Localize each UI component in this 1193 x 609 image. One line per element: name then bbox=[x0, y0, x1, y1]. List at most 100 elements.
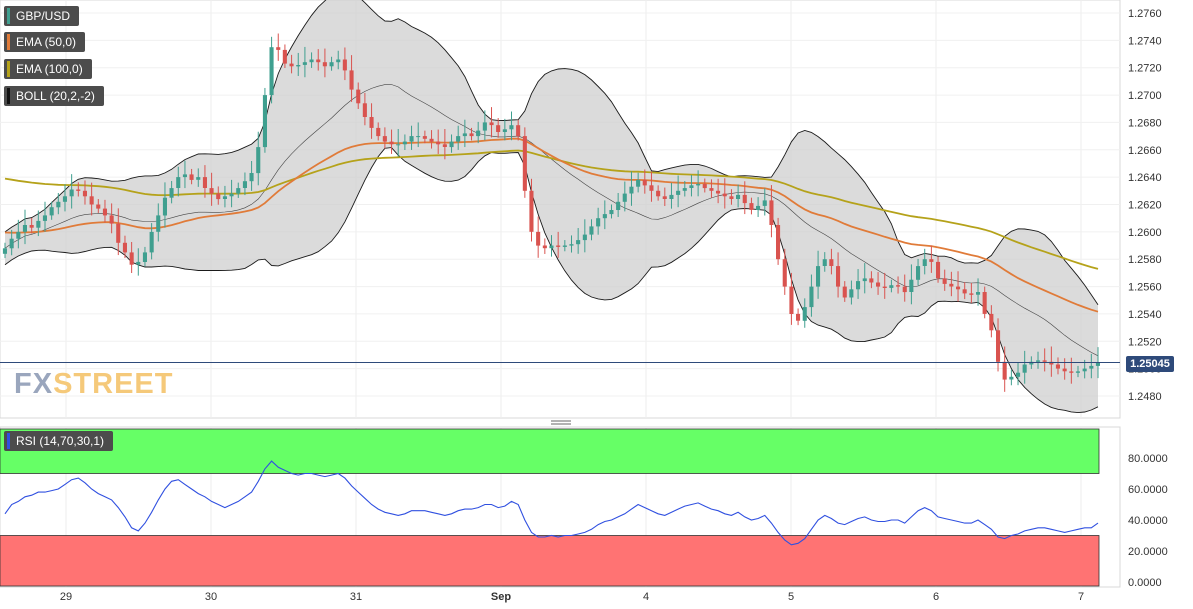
candle-body bbox=[676, 190, 681, 195]
candle-body bbox=[682, 188, 687, 191]
candle-body bbox=[69, 189, 74, 197]
price-tick-label: 1.2720 bbox=[1128, 63, 1162, 75]
candle-body bbox=[909, 279, 914, 292]
candle-body bbox=[236, 188, 241, 194]
candle-body bbox=[362, 103, 367, 117]
candle-body bbox=[149, 231, 154, 253]
candle-body bbox=[896, 285, 901, 287]
candlesticks bbox=[2, 33, 1100, 392]
candle-body bbox=[562, 245, 567, 247]
candle-body bbox=[882, 286, 887, 288]
legend-ema50[interactable]: EMA (50,0) bbox=[4, 32, 86, 52]
candle-body bbox=[816, 266, 821, 287]
candle-body bbox=[189, 174, 194, 180]
candle-body bbox=[569, 244, 574, 246]
candle-body bbox=[216, 193, 221, 200]
candle-body bbox=[956, 286, 961, 290]
candle-body bbox=[862, 278, 867, 282]
candle-body bbox=[282, 49, 287, 64]
candle-body bbox=[516, 125, 521, 137]
price-tick-label: 1.2560 bbox=[1128, 282, 1162, 294]
price-tick-label: 1.2660 bbox=[1128, 145, 1162, 157]
candle-body bbox=[756, 205, 761, 210]
candle-body bbox=[976, 292, 981, 295]
legend-rsi-label: RSI (14,70,30,1) bbox=[16, 434, 105, 448]
candle-body bbox=[576, 240, 581, 245]
candle-body bbox=[1082, 368, 1087, 372]
candle-body bbox=[1062, 368, 1067, 372]
candle-body bbox=[256, 147, 261, 174]
candle-body bbox=[1095, 362, 1100, 366]
candle-body bbox=[836, 266, 841, 287]
candle-body bbox=[942, 278, 947, 284]
candle-body bbox=[742, 194, 747, 204]
candle-body bbox=[929, 259, 934, 262]
time-tick-label: 30 bbox=[205, 591, 217, 603]
candle-body bbox=[842, 286, 847, 298]
candle-body bbox=[196, 177, 201, 180]
price-tick-label: 1.2680 bbox=[1128, 117, 1162, 129]
candle-body bbox=[62, 196, 67, 202]
candle-body bbox=[582, 234, 587, 241]
candle-body bbox=[202, 177, 207, 188]
candle-body bbox=[22, 225, 27, 232]
oversold-zone bbox=[0, 535, 1100, 587]
candle-body bbox=[902, 286, 907, 293]
candle-body bbox=[889, 285, 894, 288]
candle-body bbox=[1009, 376, 1014, 380]
candle-body bbox=[356, 89, 361, 104]
candle-body bbox=[722, 193, 727, 197]
candle-body bbox=[529, 190, 534, 232]
candle-body bbox=[822, 259, 827, 266]
time-tick-label: 31 bbox=[350, 591, 362, 603]
candle-body bbox=[56, 201, 61, 208]
candle-body bbox=[89, 196, 94, 205]
candle-body bbox=[636, 179, 641, 187]
price-tick-label: 1.2700 bbox=[1128, 90, 1162, 102]
candle-body bbox=[776, 225, 781, 260]
candle-body bbox=[1016, 372, 1021, 377]
legend-rsi-swatch bbox=[7, 433, 10, 449]
candle-body bbox=[176, 177, 181, 188]
candle-body bbox=[596, 218, 601, 227]
pane-resize-handle[interactable] bbox=[551, 420, 571, 425]
candle-body bbox=[1022, 364, 1027, 373]
bollinger-upper-line bbox=[4, 0, 1099, 306]
candle-body bbox=[969, 293, 974, 295]
candle-body bbox=[96, 204, 101, 209]
candle-body bbox=[802, 307, 807, 321]
candle-body bbox=[162, 197, 167, 216]
candle-body bbox=[622, 193, 627, 202]
candle-body bbox=[629, 186, 634, 194]
legend-ema50-label: EMA (50,0) bbox=[16, 35, 77, 49]
candle-body bbox=[262, 95, 267, 148]
candle-body bbox=[522, 136, 527, 191]
candle-body bbox=[502, 129, 507, 132]
candle-body bbox=[709, 188, 714, 191]
candle-body bbox=[269, 47, 274, 96]
candle-body bbox=[109, 215, 114, 224]
rsi-tick-label: 80.0000 bbox=[1128, 453, 1168, 465]
candle-body bbox=[102, 208, 107, 216]
candle-body bbox=[936, 261, 941, 279]
candle-body bbox=[916, 266, 921, 280]
legend-boll[interactable]: BOLL (20,2,-2) bbox=[4, 86, 104, 106]
legend-rsi[interactable]: RSI (14,70,30,1) bbox=[4, 431, 114, 451]
candle-body bbox=[962, 289, 967, 294]
candle-body bbox=[1055, 364, 1060, 369]
candle-body bbox=[396, 144, 401, 146]
candle-body bbox=[782, 259, 787, 287]
candle-body bbox=[769, 200, 774, 225]
candle-body bbox=[156, 215, 161, 232]
legend-symbol[interactable]: GBP/USD bbox=[4, 6, 80, 26]
candle-body bbox=[1036, 360, 1041, 362]
legend-ema100[interactable]: EMA (100,0) bbox=[4, 59, 92, 79]
time-axis-labels: 29 30 31 Sep 4 5 6 7 bbox=[60, 591, 1084, 603]
logo-fx: FX bbox=[14, 368, 54, 400]
candle-body bbox=[549, 245, 554, 249]
time-tick-label: 29 bbox=[60, 591, 72, 603]
price-tick-label: 1.2580 bbox=[1128, 254, 1162, 266]
candle-body bbox=[1029, 361, 1034, 365]
candle-body bbox=[922, 259, 927, 266]
legend-boll-swatch bbox=[7, 88, 10, 104]
